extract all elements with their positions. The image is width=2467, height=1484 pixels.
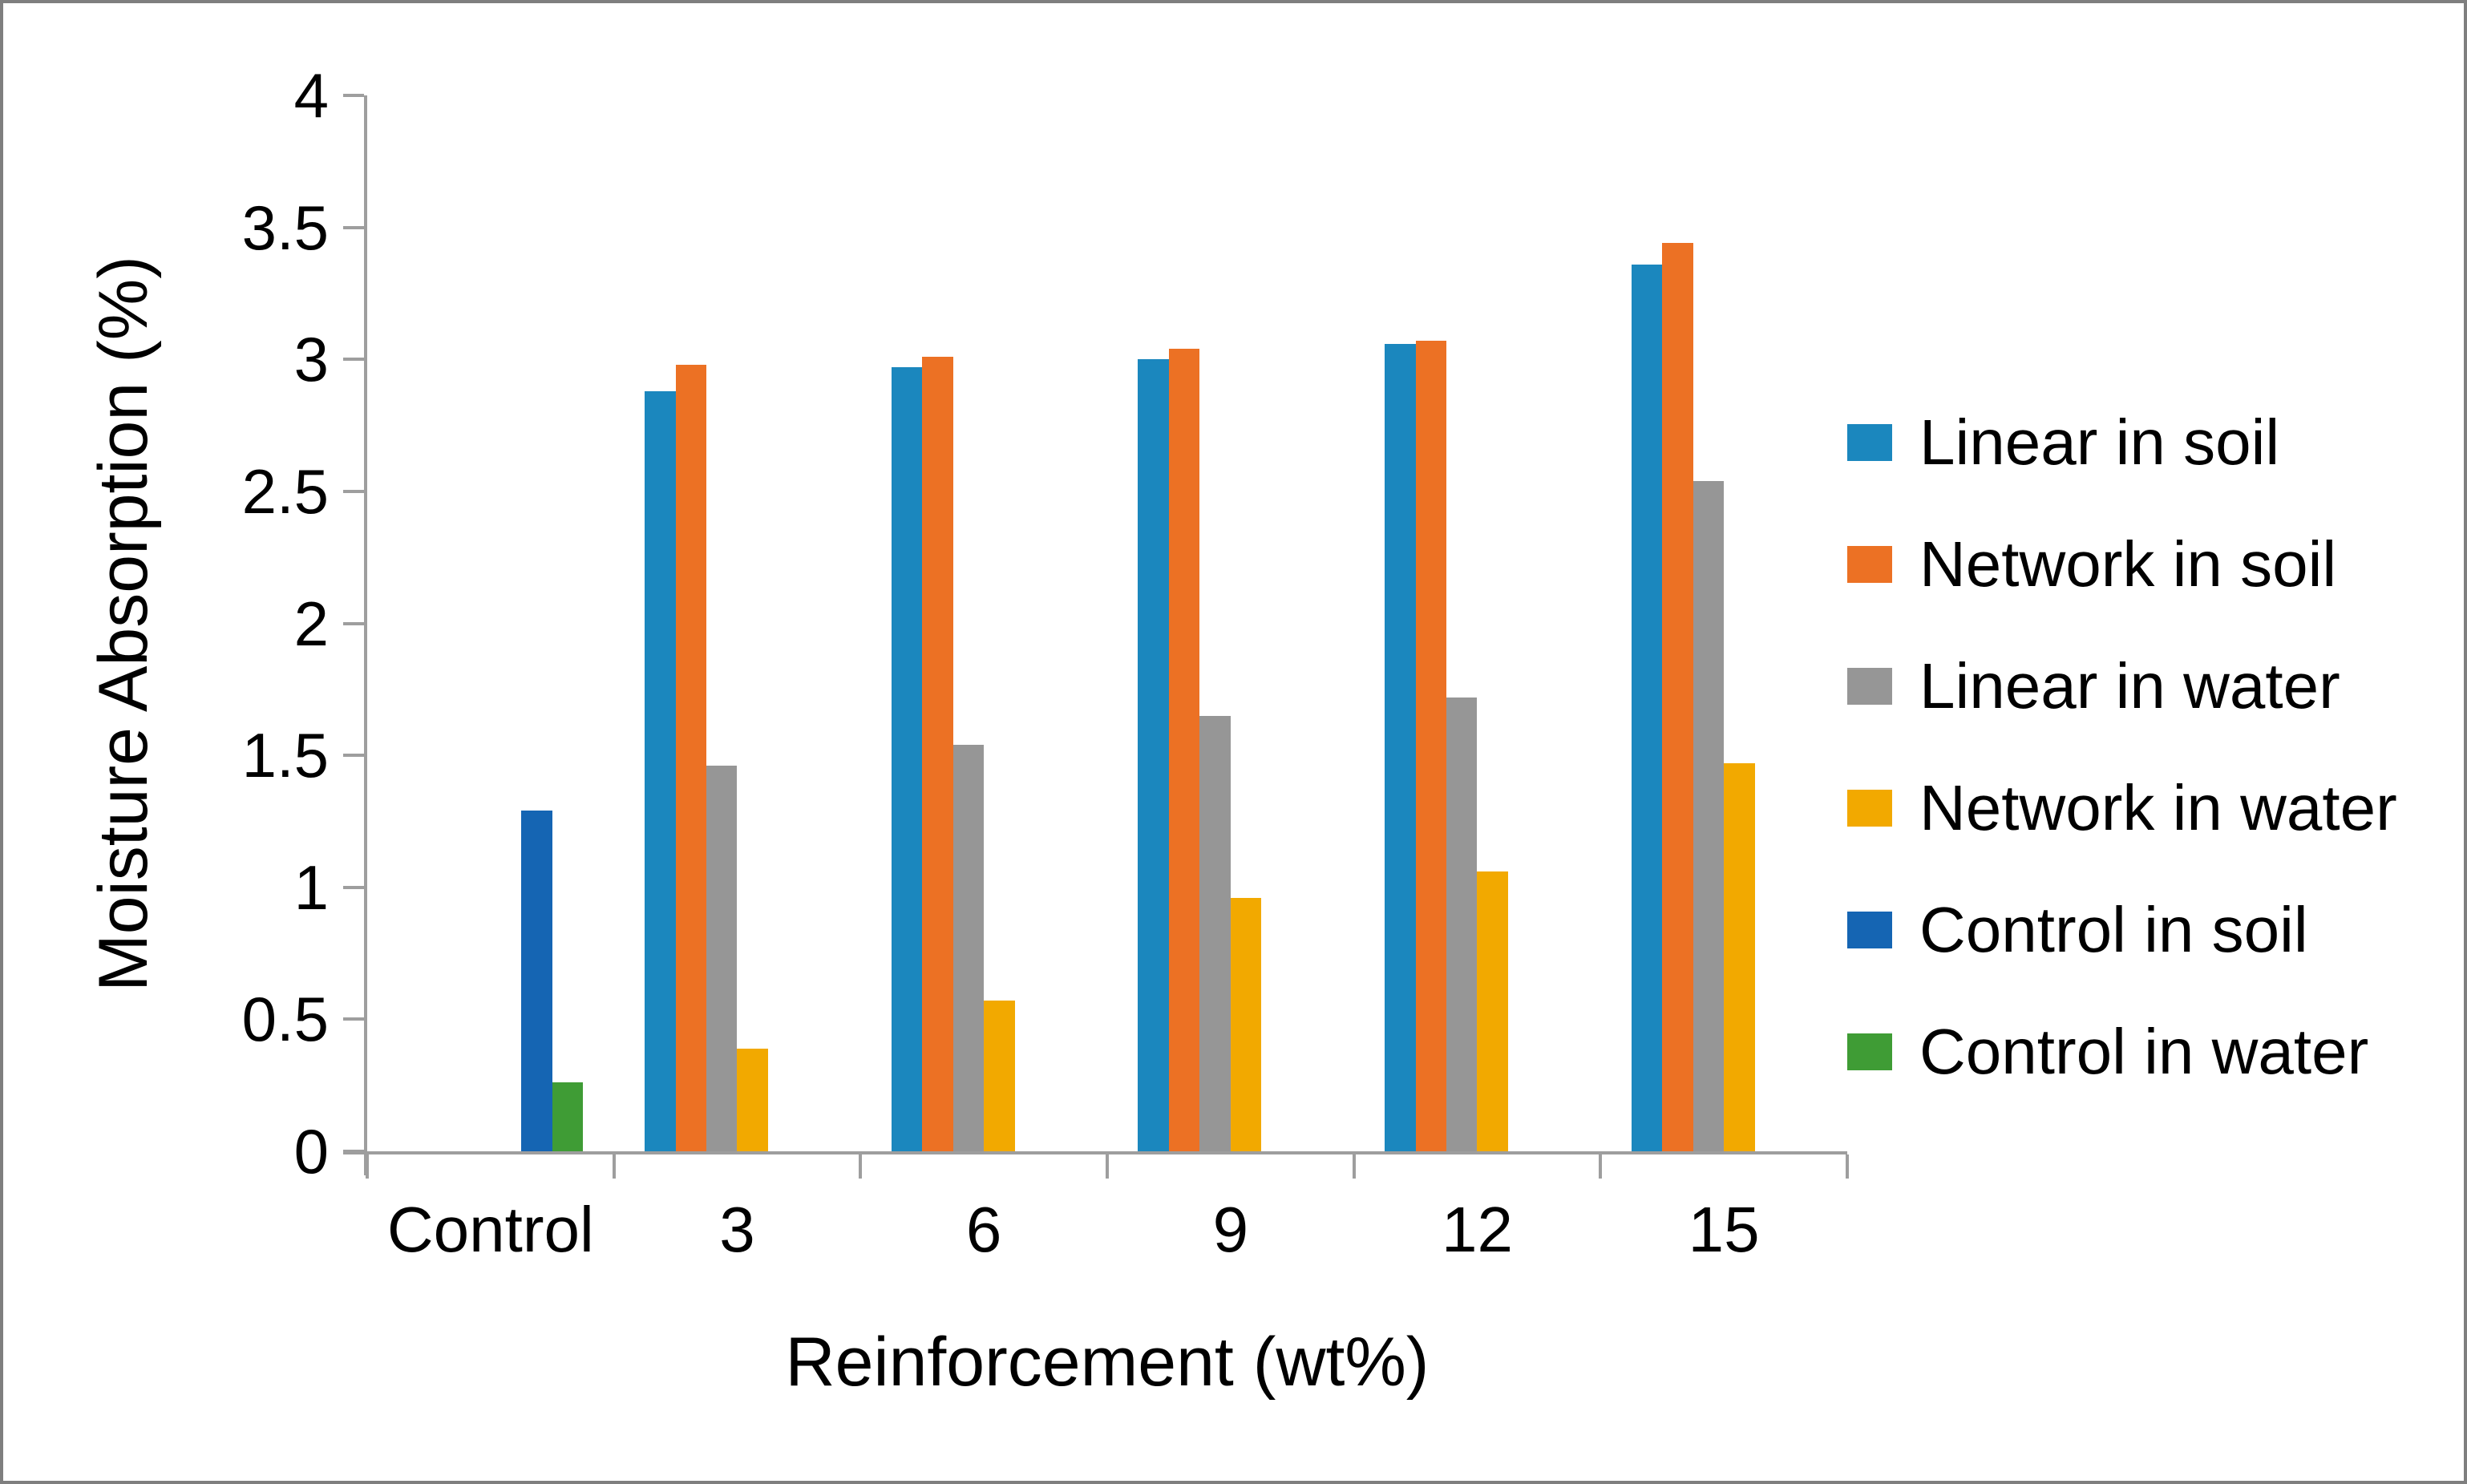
x-category-label-15: 15 xyxy=(1688,1194,1760,1265)
y-tick-label-0.5: 0.5 xyxy=(241,984,329,1055)
bar-linear-in-water-12 xyxy=(1446,697,1478,1151)
bar-control-in-soil-control xyxy=(521,811,552,1151)
bar-network-in-water-6 xyxy=(984,1001,1015,1151)
x-category-label-3: 3 xyxy=(719,1194,755,1265)
bar-group-9 xyxy=(1107,95,1354,1151)
bar-linear-in-soil-6 xyxy=(891,367,923,1151)
legend: Linear in soil Network in soil Linear in w… xyxy=(1847,405,2397,1090)
legend-label-linear-in-water: Linear in water xyxy=(1919,650,2340,722)
bar-group-control xyxy=(367,95,614,1151)
legend-label-control-in-soil: Control in soil xyxy=(1919,894,2308,965)
legend-swatch-network-in-water xyxy=(1847,790,1892,827)
bar-linear-in-soil-3 xyxy=(645,390,676,1151)
x-tick-6 xyxy=(1846,1154,1849,1179)
bar-network-in-soil-15 xyxy=(1662,243,1693,1151)
bar-group-12 xyxy=(1354,95,1601,1151)
x-axis-title: Reinforcement (wt%) xyxy=(785,1324,1430,1401)
bar-linear-in-soil-15 xyxy=(1631,264,1663,1151)
x-tick-0 xyxy=(366,1154,369,1179)
y-tick-label-0: 0 xyxy=(293,1116,329,1187)
plot-area: 4 3.5 3 2.5 2 1.5 1 0.5 0 Control 3 6 9 12 15 Reinfor… xyxy=(85,64,1849,1397)
bar-network-in-soil-6 xyxy=(922,356,953,1151)
y-tick-1 xyxy=(343,885,364,889)
y-tick-1.5 xyxy=(343,754,364,758)
legend-label-linear-in-soil: Linear in soil xyxy=(1919,406,2280,478)
bar-linear-in-water-15 xyxy=(1693,480,1725,1151)
x-category-label-6: 6 xyxy=(965,1194,1002,1265)
bar-linear-in-soil-9 xyxy=(1138,359,1169,1151)
legend-item-network-in-water: Network in water xyxy=(1847,770,2397,846)
legend-swatch-control-in-soil xyxy=(1847,912,1892,948)
x-category-label-control: Control xyxy=(386,1194,594,1265)
legend-item-control-in-soil: Control in soil xyxy=(1847,892,2397,968)
y-tick-2.5 xyxy=(343,489,364,493)
y-tick-0.5 xyxy=(343,1017,364,1021)
y-tick-label-2.5: 2.5 xyxy=(241,455,329,527)
x-tick-2 xyxy=(859,1154,863,1179)
bar-linear-in-soil-12 xyxy=(1385,343,1416,1151)
x-tick-5 xyxy=(1599,1154,1603,1179)
legend-swatch-control-in-water xyxy=(1847,1033,1892,1070)
y-tick-label-4: 4 xyxy=(293,60,329,131)
y-tick-label-2: 2 xyxy=(293,588,329,659)
bar-linear-in-water-6 xyxy=(952,744,985,1151)
x-tick-3 xyxy=(1106,1154,1109,1179)
bar-network-in-soil-9 xyxy=(1168,349,1200,1151)
legend-swatch-network-in-soil xyxy=(1847,546,1892,583)
bar-linear-in-water-9 xyxy=(1199,715,1231,1151)
x-axis-line xyxy=(343,1151,1847,1154)
legend-item-network-in-soil: Network in soil xyxy=(1847,527,2397,602)
y-tick-label-3: 3 xyxy=(293,324,329,395)
y-axis-title: Moisture Absorption (%) xyxy=(85,255,162,992)
legend-item-linear-in-soil: Linear in soil xyxy=(1847,405,2397,480)
bar-network-in-water-9 xyxy=(1230,897,1262,1151)
legend-item-control-in-water: Control in water xyxy=(1847,1014,2397,1090)
legend-label-control-in-water: Control in water xyxy=(1919,1016,2369,1087)
bar-control-in-water-control xyxy=(552,1082,584,1151)
y-tick-0 xyxy=(343,1150,364,1153)
x-tick-1 xyxy=(612,1154,616,1179)
bar-group-3 xyxy=(614,95,861,1151)
bar-group-6 xyxy=(860,95,1107,1151)
legend-item-linear-in-water: Linear in water xyxy=(1847,649,2397,724)
y-axis-line xyxy=(364,95,367,1175)
x-tick-4 xyxy=(1352,1154,1356,1179)
x-category-label-9: 9 xyxy=(1212,1194,1249,1265)
legend-swatch-linear-in-soil xyxy=(1847,424,1892,461)
legend-swatch-linear-in-water xyxy=(1847,668,1892,705)
legend-label-network-in-soil: Network in soil xyxy=(1919,528,2337,600)
y-tick-4 xyxy=(343,94,364,97)
bar-network-in-soil-3 xyxy=(675,364,707,1151)
y-tick-3.5 xyxy=(343,225,364,229)
y-tick-label-3.5: 3.5 xyxy=(241,192,329,263)
y-tick-label-1.5: 1.5 xyxy=(241,720,329,791)
bar-network-in-water-12 xyxy=(1477,871,1508,1151)
bar-network-in-water-15 xyxy=(1724,763,1755,1151)
bar-linear-in-water-3 xyxy=(706,766,738,1151)
y-tick-3 xyxy=(343,358,364,362)
y-tick-label-1: 1 xyxy=(293,851,329,923)
bar-network-in-soil-12 xyxy=(1415,341,1447,1151)
y-tick-2 xyxy=(343,621,364,625)
bar-network-in-water-3 xyxy=(737,1048,768,1151)
x-category-label-12: 12 xyxy=(1441,1194,1513,1265)
bar-group-15 xyxy=(1600,95,1847,1151)
legend-label-network-in-water: Network in water xyxy=(1919,772,2397,843)
